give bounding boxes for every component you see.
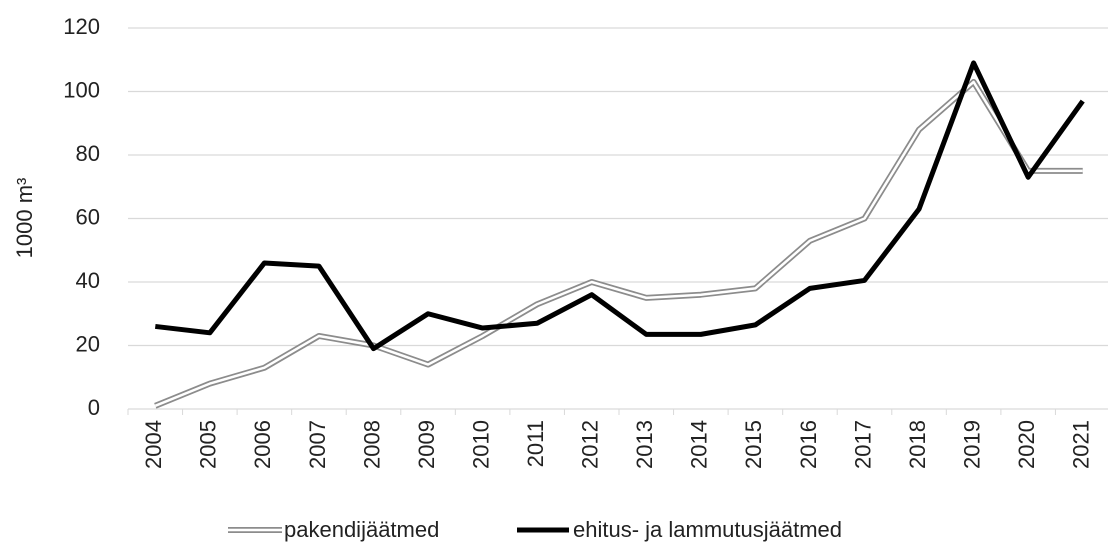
series-line (154, 78, 1083, 409)
y-tick-label: 40 (76, 268, 100, 293)
x-tick-label: 2004 (141, 420, 166, 469)
x-tick-label: 2006 (250, 420, 275, 469)
series-line-inner (154, 80, 1083, 407)
x-tick-label: 2013 (632, 420, 657, 469)
x-tick-label: 2021 (1069, 420, 1094, 469)
y-axis-label: 1000 m³ (12, 178, 37, 259)
x-tick-label: 2020 (1014, 420, 1039, 469)
y-tick-label: 60 (76, 204, 100, 229)
x-tick-label: 2007 (305, 420, 330, 469)
series-line (154, 60, 1085, 352)
x-tick-label: 2014 (687, 420, 712, 469)
x-tick-label: 2010 (468, 420, 493, 469)
x-tick-label: 2017 (850, 420, 875, 469)
x-tick-label: 2009 (414, 420, 439, 469)
x-tick-label: 2015 (741, 420, 766, 469)
legend-label: pakendijäätmed (284, 517, 439, 542)
y-tick-label: 80 (76, 141, 100, 166)
x-tick-label: 2005 (196, 420, 221, 469)
legend-label: ehitus- ja lammutusjäätmed (573, 517, 842, 542)
x-tick-label: 2012 (578, 420, 603, 469)
y-tick-label: 0 (88, 395, 100, 420)
x-tick-label: 2019 (959, 420, 984, 469)
x-tick-label: 2008 (359, 420, 384, 469)
y-tick-label: 100 (63, 77, 100, 102)
x-tick-label: 2016 (796, 420, 821, 469)
x-tick-label: 2018 (905, 420, 930, 469)
x-tick-label: 2011 (523, 420, 548, 467)
y-tick-label: 20 (76, 331, 100, 356)
y-tick-label: 120 (63, 14, 100, 39)
